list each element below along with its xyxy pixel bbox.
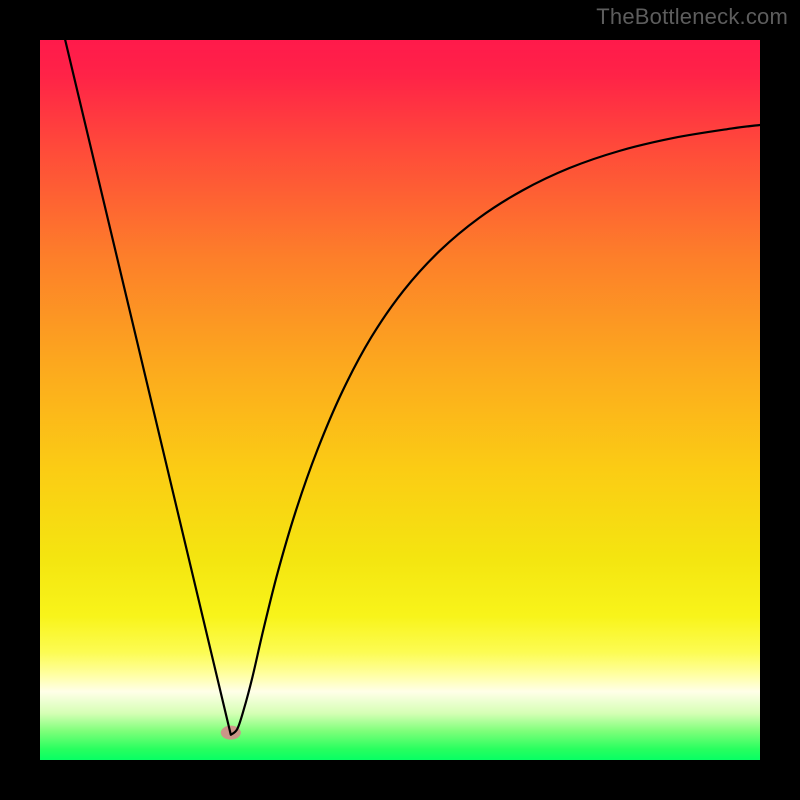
chart-frame: TheBottleneck.com [0, 0, 800, 800]
gradient-background [40, 40, 760, 760]
watermark-text: TheBottleneck.com [596, 4, 788, 30]
bottleneck-chart [0, 0, 800, 800]
